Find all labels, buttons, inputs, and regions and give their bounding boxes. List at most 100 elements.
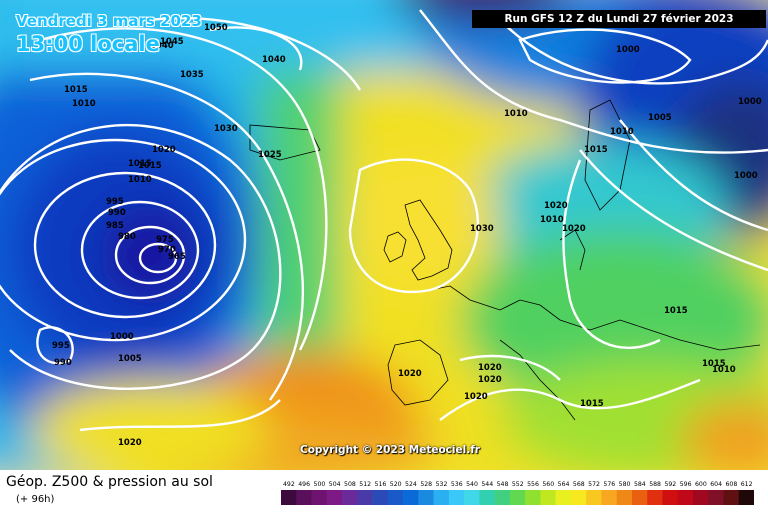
scale-swatch [662, 490, 679, 505]
isobar-label: 1000 [616, 45, 640, 55]
scale-swatch [342, 490, 358, 505]
scale-swatch [723, 490, 740, 505]
isobar-label: 980 [118, 232, 136, 242]
isobar-labels: 1050 1045 1040 1040 1035 1030 1025 1020 … [52, 23, 762, 448]
isobar-label: 1010 [504, 109, 528, 119]
scale-label: 496 [298, 481, 310, 488]
coastlines [249, 99, 761, 421]
isobar-label: 985 [106, 221, 124, 231]
weather-map: 1050 1045 1040 1040 1035 1030 1025 1020 … [0, 0, 768, 470]
scale-label: 584 [634, 481, 646, 488]
scale-swatch [418, 490, 434, 505]
scale-label: 556 [527, 481, 539, 488]
scale-label: 548 [497, 481, 509, 488]
isobar-label: 1015 [702, 359, 726, 369]
scale-swatch [433, 490, 450, 505]
forecast-date: Vendredi 3 mars 2023 [16, 12, 202, 30]
scale-label: 540 [466, 481, 478, 488]
scale-label: 612 [741, 481, 753, 488]
isobar-label: 1045 [160, 37, 184, 47]
scale-swatch [357, 490, 373, 505]
scale-swatch [570, 490, 587, 505]
scale-swatch [692, 490, 709, 505]
isobar-label: 1005 [648, 113, 672, 123]
isobar-label: 1030 [214, 124, 238, 134]
scale-label: 588 [649, 481, 661, 488]
isobar-label: 965 [168, 252, 186, 262]
scale-label: 516 [375, 481, 387, 488]
scale-label: 492 [283, 481, 295, 488]
isobar-label: 1050 [204, 23, 228, 33]
isobar-label: 1020 [478, 363, 502, 373]
isobar-label: 1015 [138, 161, 162, 171]
scale-labels: 492 496 500 504 508 512 516 520 524 528 532 536 540 5… [283, 481, 753, 488]
isobar-label: 1015 [584, 145, 608, 155]
isobar-label: 1020 [152, 145, 176, 155]
scale-swatch [555, 490, 572, 505]
scale-label: 500 [314, 481, 326, 488]
scale-label: 560 [542, 481, 554, 488]
scale-swatch [311, 490, 328, 505]
isobar-label: 1010 [712, 365, 736, 375]
copyright-notice: Copyright © 2023 Meteociel.fr [300, 444, 480, 456]
scale-label: 508 [344, 481, 356, 488]
isobar-label: 1010 [540, 215, 564, 225]
isobar-label: 1015 [64, 85, 88, 95]
scale-swatch [601, 490, 617, 505]
scale-label: 536 [451, 481, 463, 488]
scale-label: 576 [603, 481, 615, 488]
scale-label: 580 [619, 481, 631, 488]
isobar-label: 1020 [464, 392, 488, 402]
isobar-label: 1020 [544, 201, 568, 211]
scale-label: 568 [573, 481, 585, 488]
scale-swatch [738, 490, 754, 505]
isobar-label: 1020 [398, 369, 422, 379]
isobar-label: 990 [108, 208, 126, 218]
scale-label: 564 [558, 481, 570, 488]
isobar-label: 1015 [128, 159, 152, 169]
scale-swatch [403, 490, 419, 505]
isobar-label: 975 [156, 235, 174, 245]
scale-label: 604 [710, 481, 722, 488]
isobar-label: 970 [158, 245, 176, 255]
scale-label: 596 [680, 481, 692, 488]
isobar-label: 1025 [258, 150, 282, 160]
geopotential-field [0, 0, 768, 470]
scale-swatch [326, 490, 343, 505]
isobar-label: 1040 [262, 55, 286, 65]
scale-swatch [647, 490, 663, 505]
isobar-label: 1020 [562, 224, 586, 234]
scale-swatches [281, 490, 754, 505]
scale-swatch [387, 490, 404, 505]
scale-label: 512 [359, 481, 371, 488]
scale-swatch [509, 490, 526, 505]
forecast-local-time: 13:00 locale [16, 32, 160, 56]
isobar-label: 1030 [470, 224, 494, 234]
scale-label: 608 [725, 481, 737, 488]
scale-swatch [448, 490, 465, 505]
scale-label: 504 [329, 481, 341, 488]
isobar-label: 1035 [180, 70, 204, 80]
isobars [0, 9, 768, 432]
scale-label: 520 [390, 481, 402, 488]
scale-swatch [281, 490, 297, 505]
scale-label: 592 [664, 481, 676, 488]
scale-swatch [479, 490, 495, 505]
scale-label: 544 [481, 481, 493, 488]
scale-swatch [540, 490, 556, 505]
scale-swatch [616, 490, 633, 505]
scale-label: 528 [420, 481, 432, 488]
map-parameter-title: Géop. Z500 & pression au sol [6, 474, 213, 490]
isobar-label: 1015 [664, 306, 688, 316]
scale-label: 524 [405, 481, 417, 488]
scale-swatch [494, 490, 511, 505]
forecast-lead-time: (+ 96h) [16, 494, 55, 505]
scale-swatch [372, 490, 389, 505]
isobar-label: 995 [106, 197, 124, 207]
scale-swatch [296, 490, 312, 505]
isobar-label: 1010 [72, 99, 96, 109]
isobar-label: 1000 [110, 332, 134, 342]
scale-swatch [708, 490, 724, 505]
scale-label: 572 [588, 481, 600, 488]
